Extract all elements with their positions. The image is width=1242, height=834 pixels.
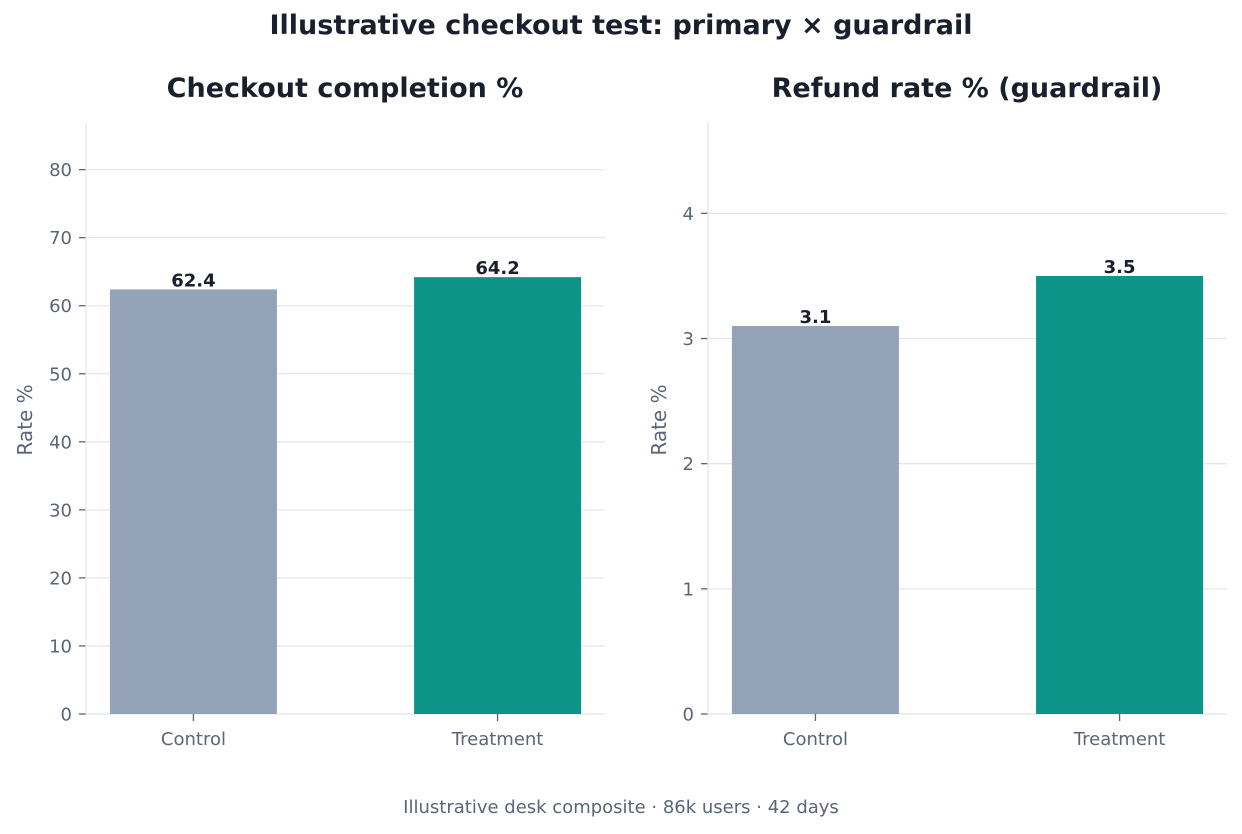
panel-title: Checkout completion %: [167, 73, 524, 104]
data-label-treatment: 64.2: [475, 258, 519, 279]
y-tick-label: 0: [61, 705, 72, 726]
data-label-treatment: 3.5: [1104, 257, 1136, 278]
y-tick-label: 1: [683, 579, 694, 600]
y-tick-label: 70: [49, 228, 72, 249]
bar-control: [109, 289, 277, 714]
y-tick-label: 10: [49, 636, 72, 657]
y-tick-label: 20: [49, 568, 72, 589]
y-tick-label: 40: [49, 432, 72, 453]
panel-title: Refund rate % (guardrail): [772, 73, 1163, 104]
x-tick-label: Treatment: [451, 729, 544, 750]
x-tick-label: Control: [783, 729, 848, 750]
figure-title: Illustrative checkout test: primary × gu…: [269, 10, 973, 41]
y-tick-label: 3: [683, 329, 694, 350]
y-axis-label: Rate %: [13, 384, 37, 455]
y-tick-label: 80: [49, 160, 72, 181]
y-tick-label: 50: [49, 364, 72, 385]
data-label-control: 62.4: [171, 270, 215, 291]
y-tick-label: 60: [49, 296, 72, 317]
x-tick-label: Control: [161, 729, 226, 750]
y-tick-label: 4: [683, 204, 694, 225]
y-axis-label: Rate %: [647, 384, 671, 455]
y-tick-label: 2: [683, 454, 694, 475]
bar-control: [731, 326, 899, 714]
data-label-control: 3.1: [799, 307, 831, 328]
y-tick-label: 30: [49, 500, 72, 521]
bar-treatment: [1036, 275, 1204, 714]
bar-treatment: [414, 277, 582, 714]
y-tick-label: 0: [683, 705, 694, 726]
x-tick-label: Treatment: [1073, 729, 1166, 750]
figure-footnote: Illustrative desk composite · 86k users …: [403, 797, 839, 818]
